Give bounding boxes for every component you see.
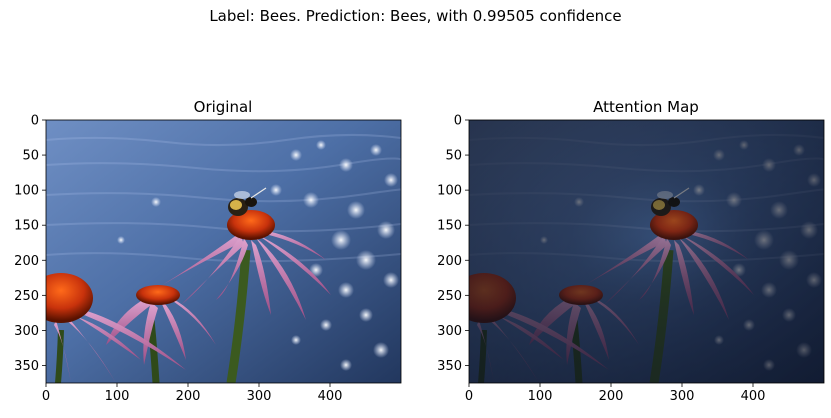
x-tick-label: 0 — [465, 389, 473, 404]
y-tick-label: 300 — [14, 324, 39, 339]
y-tick-label: 0 — [454, 114, 462, 129]
axes-frame — [468, 119, 825, 384]
y-tick-label: 350 — [14, 359, 39, 374]
x-tick-label: 0 — [42, 389, 50, 404]
y-tick-label: 50 — [22, 149, 39, 164]
x-tick-label: 200 — [176, 389, 201, 404]
y-tick-label: 350 — [437, 359, 462, 374]
x-tick-label: 300 — [247, 389, 272, 404]
y-tick-label: 200 — [437, 254, 462, 269]
axes-frame — [45, 119, 402, 384]
panel-title-original: Original — [194, 98, 253, 116]
x-tick-label: 400 — [741, 389, 766, 404]
attention-image — [469, 120, 824, 383]
figure-suptitle: Label: Bees. Prediction: Bees, with 0.99… — [209, 7, 622, 25]
y-tick-label: 150 — [437, 219, 462, 234]
x-tick-label: 400 — [318, 389, 343, 404]
y-tick-label: 200 — [14, 254, 39, 269]
y-tick-label: 100 — [14, 184, 39, 199]
x-tick-label: 100 — [105, 389, 130, 404]
y-tick-label: 250 — [14, 289, 39, 304]
panel-attention-map: 0 100 200 300 400 0 50 100 150 200 250 300 350 — [437, 114, 825, 404]
y-tick-label: 50 — [445, 149, 462, 164]
photo-image — [29, 120, 417, 383]
y-tick-label: 150 — [14, 219, 39, 234]
x-tick-label: 300 — [670, 389, 695, 404]
y-tick-label: 300 — [437, 324, 462, 339]
x-tick-label: 100 — [528, 389, 553, 404]
y-tick-label: 100 — [437, 184, 462, 199]
panel-original: 0 100 200 300 400 0 50 100 150 200 250 300 350 — [14, 114, 417, 404]
y-tick-label: 250 — [437, 289, 462, 304]
panel-title-attention: Attention Map — [593, 98, 699, 116]
x-tick-label: 200 — [599, 389, 624, 404]
y-tick-label: 0 — [31, 114, 39, 129]
